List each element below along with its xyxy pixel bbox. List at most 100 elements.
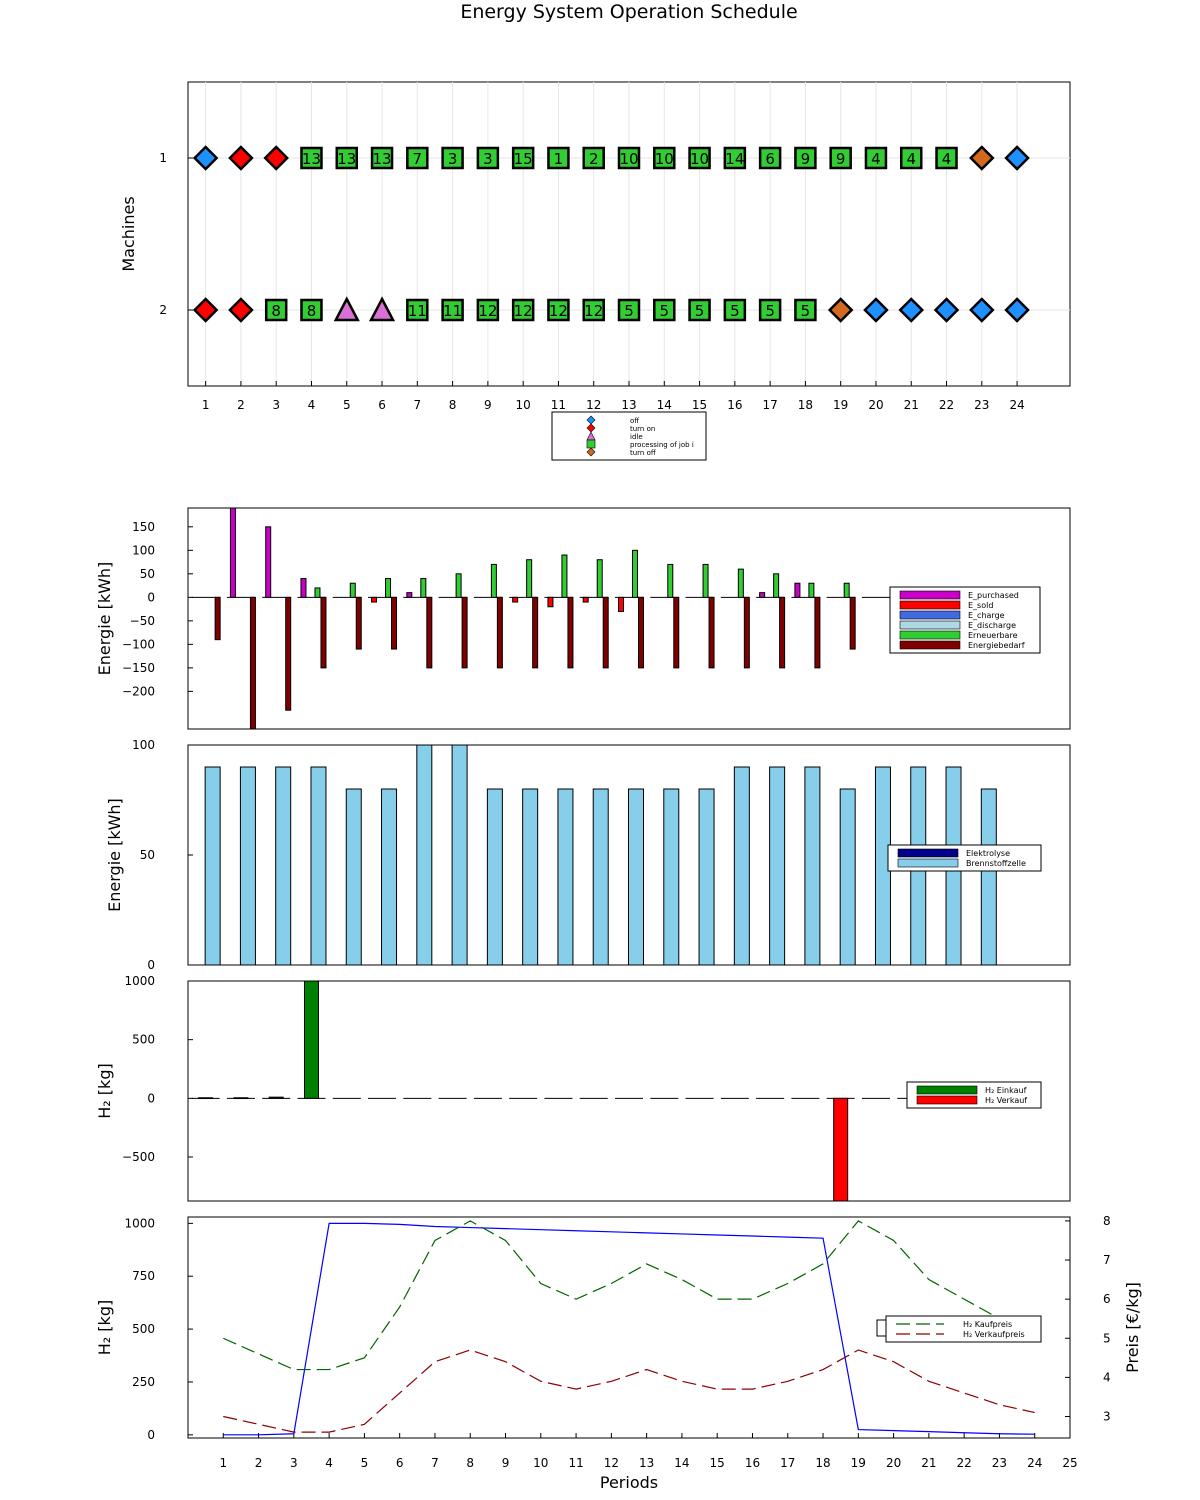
- bar-brennstoffzelle: [416, 744, 433, 966]
- legend-swatch: [899, 630, 961, 640]
- bar-energiebedarf: [708, 596, 715, 669]
- marker-turn-on: [192, 297, 219, 323]
- job-number-label: 4: [906, 150, 916, 168]
- legend-swatch: [899, 620, 961, 630]
- marker-off: [969, 297, 995, 323]
- x-tick-label: 1: [202, 398, 210, 412]
- y-axis-label: H₂ [kg]: [95, 1300, 114, 1355]
- job-number-label: 12: [584, 302, 603, 320]
- bar-energiebedarf: [567, 596, 574, 669]
- x-tick-label: 5: [361, 1456, 369, 1470]
- bar-brennstoffzelle: [839, 788, 856, 966]
- bar-erneuerbare: [737, 568, 744, 598]
- job-number-label: 1: [554, 150, 564, 168]
- marker-turn-on: [263, 145, 289, 171]
- x-tick-label: 13: [639, 1456, 654, 1470]
- job-number-label: 12: [514, 302, 533, 320]
- x-tick-label: 4: [325, 1456, 333, 1470]
- job-number-label: 9: [836, 150, 846, 168]
- marker-processing: [899, 146, 923, 170]
- marker-processing: [794, 146, 817, 170]
- legend-label: Energiebedarf: [968, 641, 1025, 650]
- bar-h-einkauf: [268, 1096, 284, 1099]
- marker-processing: [335, 146, 359, 170]
- bar-energiebedarf: [355, 596, 362, 650]
- bar-erneuerbare: [632, 549, 638, 598]
- marker-turn-off: [827, 297, 854, 323]
- marker-processing: [511, 146, 535, 170]
- job-number-label: 5: [624, 302, 634, 320]
- marker-processing: [441, 146, 464, 170]
- bar-brennstoffzelle: [557, 788, 574, 966]
- marker-processing: [300, 298, 323, 322]
- job-number-label: 5: [695, 302, 705, 320]
- legend-swatch: [586, 439, 596, 449]
- y-tick-label: 0: [147, 958, 155, 972]
- marker-off: [1004, 297, 1030, 323]
- x-tick-label: 14: [657, 398, 672, 412]
- y-tick-label: 50: [140, 567, 155, 581]
- y-axis-label: Machines: [119, 196, 138, 271]
- marker-off: [898, 297, 925, 323]
- x-tick-label: 11: [551, 398, 566, 412]
- bar-energiebedarf: [249, 596, 256, 730]
- legend-label: H₂ Einkauf: [985, 1086, 1027, 1095]
- bar-brennstoffzelle: [381, 788, 398, 966]
- bar-energiebedarf: [461, 596, 468, 669]
- y-tick-label: −500: [122, 1150, 155, 1164]
- legend-swatch: [899, 600, 961, 610]
- x-tick-label: 13: [621, 398, 636, 412]
- bar-e-purchased: [265, 526, 272, 598]
- legend-swatch: [899, 590, 961, 600]
- bar-e-purchased: [759, 592, 766, 598]
- legend-label: Elektrolyse: [966, 849, 1010, 858]
- legend-label: turn off: [630, 449, 656, 457]
- y-tick-label: 750: [132, 1269, 155, 1283]
- job-number-label: 11: [443, 302, 462, 320]
- x-tick-label: 12: [604, 1456, 619, 1470]
- x-tick-label: 17: [780, 1456, 795, 1470]
- y-axis-label: Energie [kWh]: [105, 798, 124, 912]
- marker-processing: [370, 146, 394, 170]
- job-number-label: 8: [307, 302, 317, 320]
- job-number-label: 8: [271, 302, 281, 320]
- y-tick-label: 500: [132, 1033, 155, 1047]
- job-number-label: 13: [302, 150, 321, 168]
- marker-processing: [547, 146, 570, 170]
- y-tick-label: 100: [132, 543, 155, 557]
- marker-processing: [864, 146, 888, 170]
- legend-label: E_discharge: [968, 621, 1016, 630]
- marker-processing: [476, 146, 500, 170]
- bar-energiebedarf: [638, 596, 644, 669]
- marker-processing: [723, 146, 747, 170]
- bar-brennstoffzelle: [628, 788, 644, 966]
- bar-energiebedarf: [496, 596, 503, 669]
- bar-erneuerbare: [314, 587, 321, 598]
- marker-processing: [829, 146, 852, 170]
- y-tick-label: 100: [132, 738, 155, 752]
- legend-swatch: [586, 447, 596, 457]
- bar-brennstoffzelle: [239, 766, 256, 966]
- y-tick-label: 500: [132, 1322, 155, 1336]
- x-tick-label: 18: [798, 398, 813, 412]
- bar-e-purchased: [794, 582, 801, 598]
- job-number-label: 5: [730, 302, 740, 320]
- marker-processing: [758, 146, 782, 170]
- y2-tick-label: 7: [1103, 1253, 1111, 1267]
- bar-erneuerbare: [773, 573, 780, 598]
- legend-swatch: [899, 610, 961, 620]
- legend-box: [551, 411, 707, 461]
- marker-processing: [406, 146, 429, 170]
- marker-processing: [511, 298, 535, 322]
- bar-energiebedarf: [214, 596, 221, 641]
- bar-h-einkauf: [303, 980, 319, 1099]
- y-tick-label: 1000: [124, 1216, 155, 1230]
- y2-tick-label: 3: [1103, 1409, 1111, 1423]
- job-number-label: 10: [690, 150, 709, 168]
- plot-frame: [187, 507, 1071, 730]
- x-tick-label: 5: [343, 398, 351, 412]
- marker-processing: [582, 146, 605, 170]
- y-tick-label: 1000: [124, 974, 155, 988]
- y-tick-label: −150: [122, 661, 155, 675]
- y-tick-label: 1: [159, 151, 167, 165]
